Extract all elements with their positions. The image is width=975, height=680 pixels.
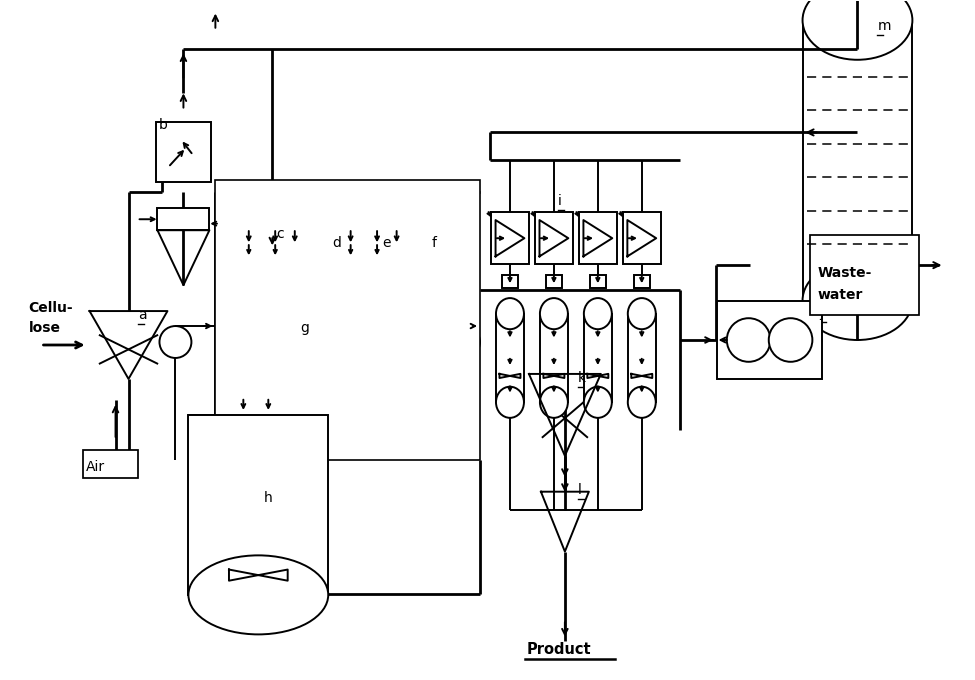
Bar [540, 313, 567, 403]
Bar [221, 250, 319, 414]
Bar [156, 122, 211, 182]
Circle shape [768, 318, 812, 362]
Bar [491, 212, 529, 264]
Bar [584, 313, 612, 403]
Bar [623, 212, 661, 264]
Text: Cellu-: Cellu- [28, 301, 73, 315]
Bar [809, 235, 919, 315]
Bar [496, 313, 524, 403]
Ellipse shape [540, 298, 567, 329]
Bar [188, 415, 329, 595]
Text: l: l [578, 483, 582, 496]
Bar [355, 286, 401, 415]
Text: Air: Air [86, 460, 104, 474]
Text: m: m [878, 18, 891, 33]
Ellipse shape [496, 298, 524, 329]
Text: g: g [300, 321, 309, 335]
Circle shape [448, 326, 480, 358]
Bar [590, 275, 605, 288]
Bar [535, 212, 573, 264]
Bar [215, 180, 480, 460]
Text: b: b [159, 118, 168, 133]
Ellipse shape [188, 556, 329, 634]
Bar [628, 313, 656, 403]
Bar [305, 286, 351, 415]
Bar [502, 275, 518, 288]
Text: d: d [332, 236, 341, 250]
Bar [324, 250, 421, 414]
Text: i: i [558, 194, 562, 208]
Bar [718, 301, 822, 379]
Ellipse shape [584, 298, 612, 329]
Text: a: a [138, 308, 147, 322]
Ellipse shape [355, 392, 401, 437]
Text: f: f [432, 236, 437, 250]
Ellipse shape [802, 0, 913, 60]
Bar [579, 212, 617, 264]
Text: Waste-: Waste- [817, 266, 872, 280]
Bar [158, 208, 210, 231]
Text: c: c [276, 227, 284, 241]
Bar [634, 275, 649, 288]
Bar [802, 20, 913, 301]
Ellipse shape [355, 262, 401, 308]
Ellipse shape [540, 387, 567, 418]
Ellipse shape [802, 261, 913, 340]
Ellipse shape [324, 378, 421, 449]
Bar [406, 286, 451, 415]
Bar [83, 449, 138, 478]
Bar [546, 275, 562, 288]
Text: lose: lose [28, 321, 60, 335]
Text: Product: Product [526, 643, 592, 658]
Text: e: e [382, 236, 391, 250]
Ellipse shape [305, 392, 351, 437]
Text: j: j [820, 306, 824, 320]
Text: water: water [817, 288, 863, 302]
Text: h: h [263, 491, 272, 505]
Ellipse shape [406, 392, 451, 437]
Ellipse shape [628, 387, 656, 418]
Ellipse shape [406, 262, 451, 308]
Ellipse shape [584, 387, 612, 418]
Ellipse shape [628, 298, 656, 329]
Bar [249, 268, 296, 412]
Circle shape [726, 318, 770, 362]
Ellipse shape [249, 243, 296, 293]
Ellipse shape [249, 387, 296, 437]
Text: k: k [578, 371, 586, 385]
Ellipse shape [496, 387, 524, 418]
Circle shape [160, 326, 191, 358]
Ellipse shape [305, 262, 351, 308]
Ellipse shape [221, 378, 319, 449]
